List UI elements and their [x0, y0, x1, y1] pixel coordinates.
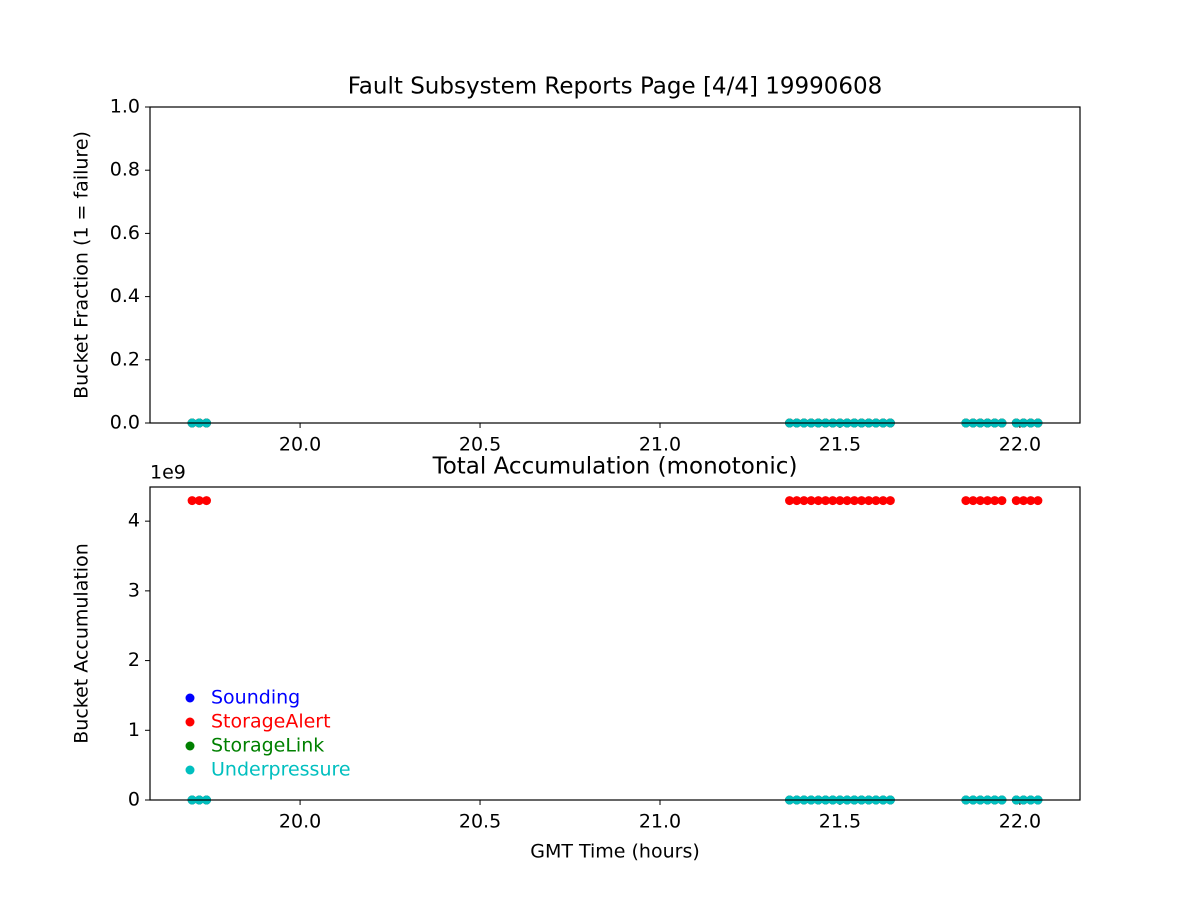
y-axis-label: Bucket Fraction (1 = failure) [71, 131, 93, 399]
y-tick-label: 3 [128, 579, 140, 601]
point [187, 496, 197, 506]
y-tick-label: 0.6 [110, 222, 140, 244]
point [813, 496, 823, 506]
legend-marker [185, 741, 195, 751]
legend-label: Underpressure [211, 759, 351, 781]
x-tick-label: 20.5 [459, 811, 501, 833]
axes-frame [149, 486, 1081, 801]
point [975, 496, 985, 506]
point [990, 496, 1000, 506]
point [194, 496, 204, 506]
chart-title: Fault Subsystem Reports Page [4/4] 19990… [348, 74, 883, 100]
x-axis-label: GMT Time (hours) [530, 841, 700, 863]
x-tick-label: 21.5 [819, 434, 861, 456]
point [828, 496, 838, 506]
point [806, 496, 816, 506]
x-tick-label: 21.0 [639, 434, 681, 456]
y-axis-label: Bucket Accumulation [71, 543, 93, 744]
y-tick-label: 0.8 [110, 159, 140, 181]
point [857, 496, 867, 506]
y-tick-label: 4 [128, 510, 140, 532]
point [983, 496, 993, 506]
y-tick-label: 1 [128, 719, 140, 741]
x-tick-label: 22.0 [999, 811, 1041, 833]
legend-label: StorageAlert [211, 711, 331, 733]
legend-marker [185, 693, 195, 703]
point [864, 496, 874, 506]
x-tick-label: 22.0 [999, 434, 1041, 456]
x-tick-label: 20.5 [459, 434, 501, 456]
point [885, 496, 895, 506]
x-tick-label: 21.0 [639, 811, 681, 833]
legend-label: Sounding [211, 687, 300, 709]
x-tick-label: 20.0 [279, 811, 321, 833]
chart-title: Total Accumulation (monotonic) [432, 454, 798, 480]
point [1011, 496, 1021, 506]
point [792, 496, 802, 506]
legend-label: StorageLink [211, 735, 324, 757]
y-tick-label: 1.0 [110, 96, 140, 118]
y-tick-label: 0.2 [110, 348, 140, 370]
legend-marker [185, 765, 195, 775]
point [821, 496, 831, 506]
y-tick-label: 0.4 [110, 285, 140, 307]
y-tick-label: 2 [128, 649, 140, 671]
point [785, 496, 795, 506]
point [1026, 496, 1036, 506]
point [835, 496, 845, 506]
point [878, 496, 888, 506]
point [961, 496, 971, 506]
point [871, 496, 881, 506]
point [842, 496, 852, 506]
axes-frame [149, 106, 1081, 424]
y-tick-label: 0 [128, 789, 140, 811]
point [997, 496, 1007, 506]
x-tick-label: 20.0 [279, 434, 321, 456]
point [202, 496, 212, 506]
point [799, 496, 809, 506]
legend-marker [185, 717, 195, 727]
y-offset-label: 1e9 [150, 462, 186, 484]
point [1033, 496, 1043, 506]
point [968, 496, 978, 506]
x-tick-label: 21.5 [819, 811, 861, 833]
y-tick-label: 0.0 [110, 412, 140, 434]
point [849, 496, 859, 506]
point [1018, 496, 1028, 506]
